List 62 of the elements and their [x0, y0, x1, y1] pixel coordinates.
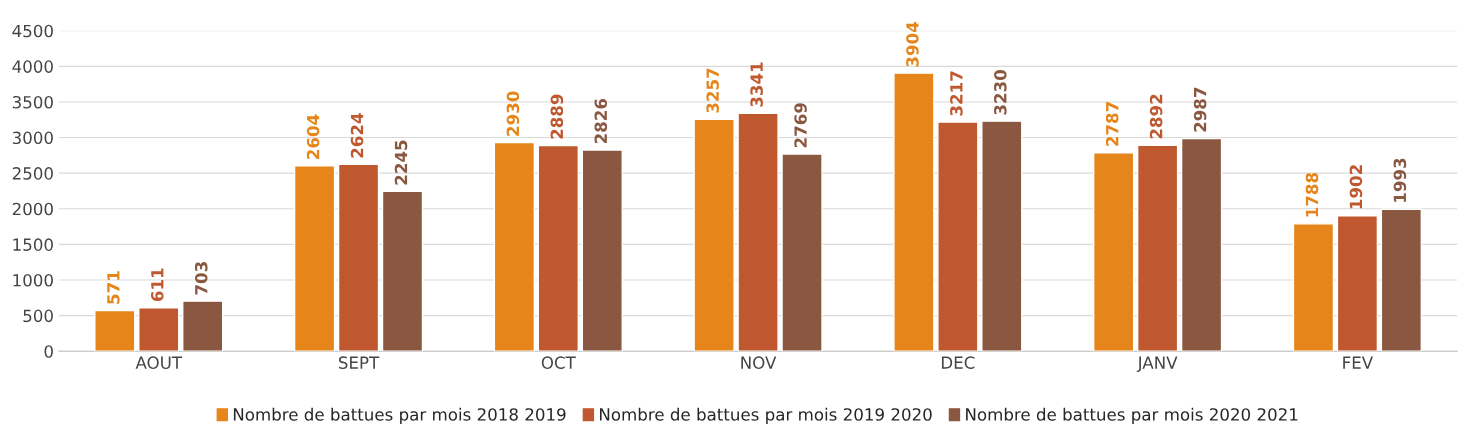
- data-label: 3230: [994, 70, 1007, 115]
- bar: [781, 153, 823, 352]
- data-label: 2987: [1193, 87, 1207, 132]
- legend-label: Nombre de battues par mois 2020 2021: [966, 407, 1298, 424]
- data-label: 3257: [706, 68, 719, 113]
- legend-label: Nombre de battues par mois 2019 2020: [600, 407, 932, 424]
- y-tick-label: 4500: [12, 24, 53, 38]
- bar: [94, 309, 136, 352]
- data-label: 703: [194, 262, 208, 295]
- bar: [937, 121, 979, 352]
- bar: [1292, 223, 1335, 352]
- bar: [1336, 215, 1379, 352]
- x-tick-label: NOV: [741, 356, 777, 369]
- data-label: 2930: [506, 91, 520, 136]
- data-label: 1788: [1305, 172, 1319, 217]
- bar: [1136, 144, 1179, 352]
- x-tick-label: DEC: [941, 356, 975, 369]
- bar: [693, 118, 735, 352]
- bar: [1380, 208, 1423, 352]
- bar: [1180, 137, 1223, 352]
- data-label: 2624: [350, 113, 364, 158]
- data-label: 2604: [306, 114, 320, 159]
- y-tick-label: 2500: [12, 167, 53, 180]
- x-tick-label: AOUT: [135, 356, 183, 369]
- x-tick-label: FEV: [1343, 356, 1374, 369]
- bar: [981, 120, 1023, 352]
- y-tick-label: 0: [44, 345, 53, 358]
- x-tick-label: OCT: [541, 356, 576, 369]
- x-tick-label: JANV: [1136, 356, 1178, 373]
- data-label: 611: [151, 268, 164, 302]
- y-tick-label: 1000: [13, 273, 53, 287]
- bar: [537, 144, 579, 352]
- data-label: 3341: [750, 62, 763, 107]
- data-label: 2769: [794, 103, 807, 148]
- bar: [182, 300, 224, 352]
- bar: [337, 163, 380, 352]
- data-label: 1993: [1393, 158, 1407, 202]
- y-tick-label: 2000: [12, 202, 53, 216]
- data-label: 2892: [1149, 94, 1163, 139]
- data-label: 2245: [394, 140, 408, 185]
- bar: [293, 165, 336, 352]
- bar: [1093, 152, 1135, 352]
- data-label: 2787: [1105, 102, 1119, 146]
- bar: [581, 149, 623, 352]
- legend-label: Nombre de battues par mois 2018 2019: [233, 407, 566, 424]
- y-tick-label: 500: [23, 309, 53, 323]
- data-label: 3217: [950, 71, 963, 116]
- y-tick-label: 1500: [13, 238, 53, 251]
- data-label: 2889: [550, 94, 564, 139]
- y-tick-label: 4000: [12, 60, 53, 73]
- bar: [893, 72, 935, 352]
- x-tick-label: SEPT: [338, 356, 380, 369]
- y-tick-label: 3500: [12, 95, 53, 109]
- data-label: 3904: [906, 22, 919, 67]
- bar: [493, 141, 536, 352]
- data-label: 571: [107, 271, 120, 304]
- bar: [381, 190, 424, 352]
- data-label: 1902: [1349, 165, 1363, 209]
- bar: [138, 306, 180, 352]
- data-label: 2826: [594, 98, 608, 144]
- bar: [737, 112, 779, 352]
- y-tick-label: 3000: [12, 131, 53, 145]
